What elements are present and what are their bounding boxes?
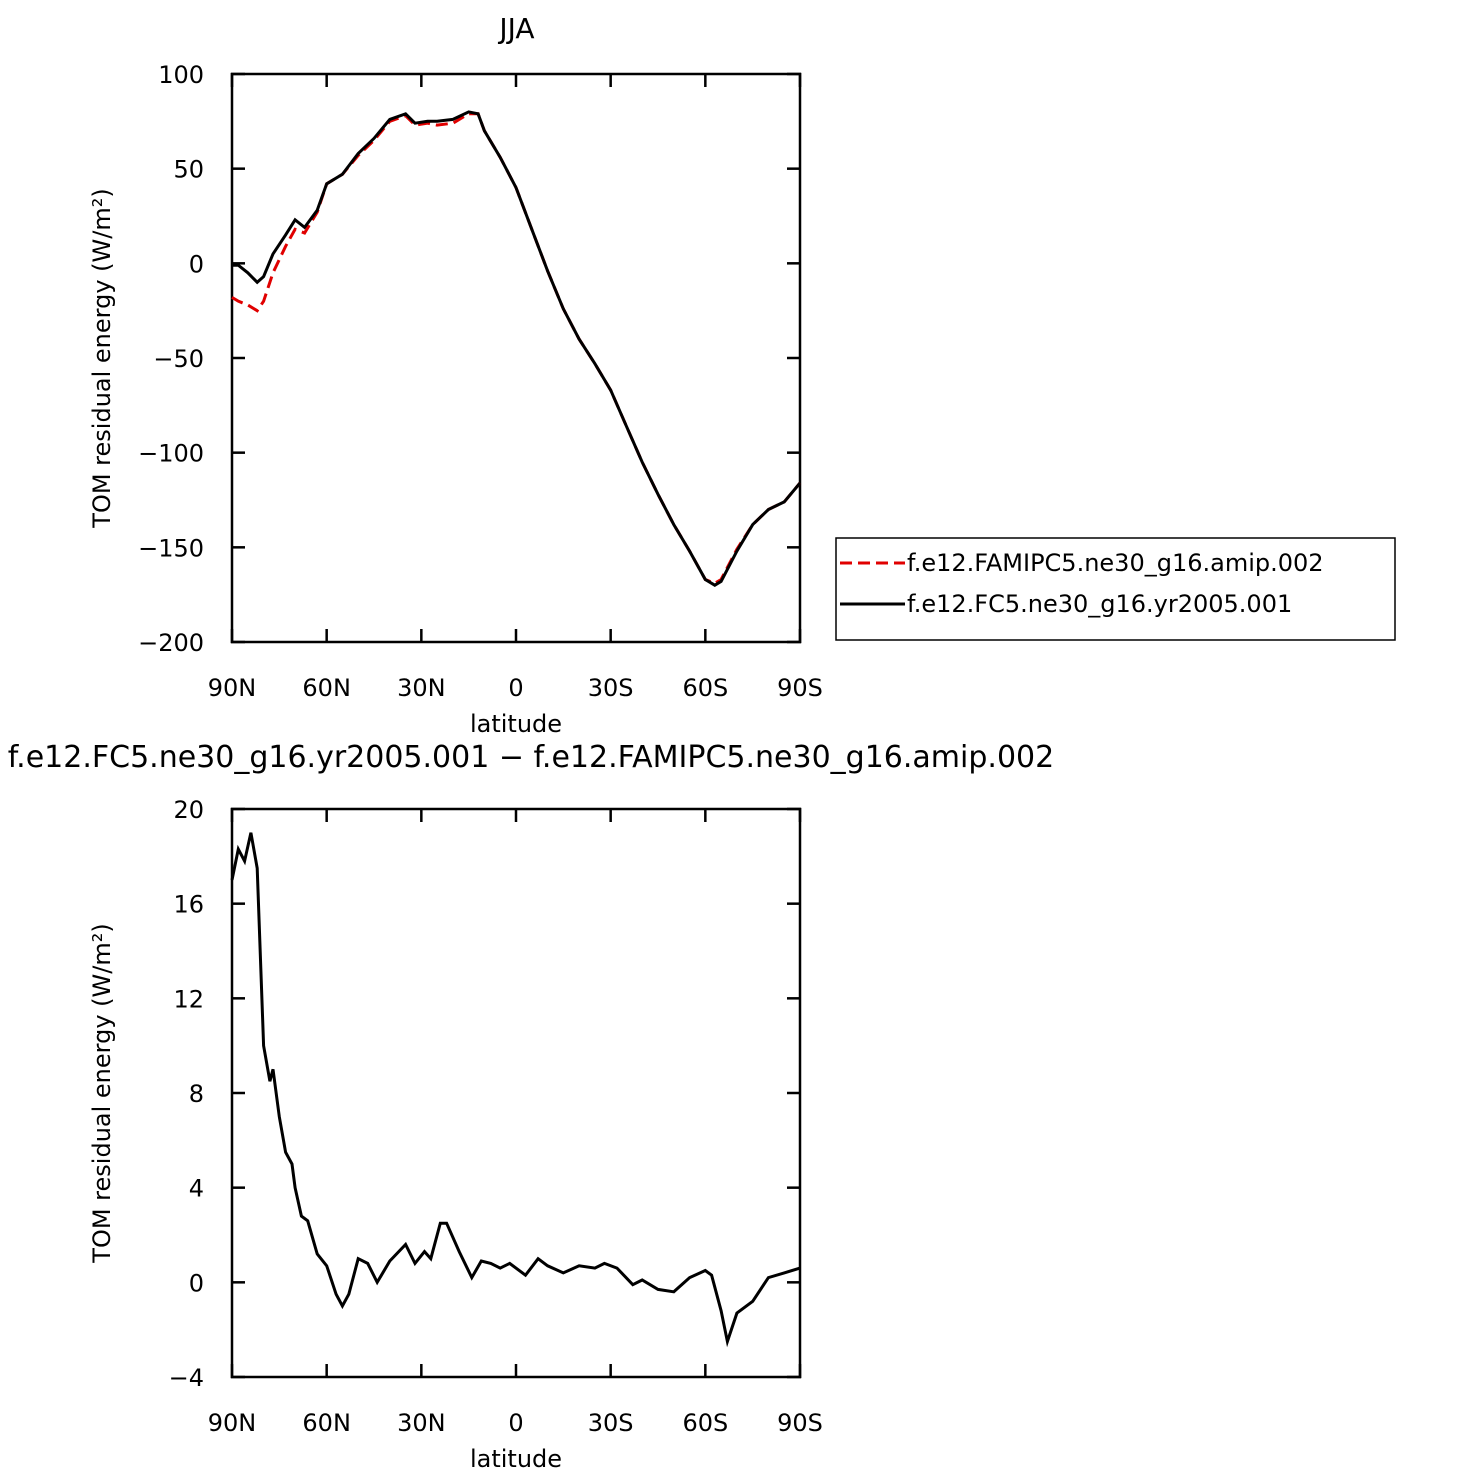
- x-tick-label: 30S: [588, 1409, 634, 1437]
- x-tick-label: 30N: [397, 674, 446, 702]
- x-tick-label: 60N: [302, 1409, 351, 1437]
- chart-title: f.e12.FC5.ne30_g16.yr2005.001 − f.e12.FA…: [8, 740, 1054, 775]
- x-axis-label: latitude: [470, 1445, 562, 1473]
- x-tick-label: 90S: [777, 674, 823, 702]
- y-tick-label: −50: [153, 345, 204, 373]
- y-tick-label: 16: [173, 891, 204, 919]
- chart-title: JJA: [497, 12, 534, 45]
- legend-label: f.e12.FAMIPC5.ne30_g16.amip.002: [907, 549, 1324, 577]
- y-axis-label: TOM residual energy (W/m²): [88, 923, 116, 1263]
- y-tick-label: 0: [189, 1269, 204, 1297]
- y-tick-label: 20: [173, 796, 204, 824]
- x-axis-label: latitude: [470, 710, 562, 738]
- legend-box: [835, 537, 1396, 641]
- x-tick-label: 60N: [302, 674, 351, 702]
- y-tick-label: 4: [189, 1175, 204, 1203]
- y-tick-label: −200: [138, 629, 204, 657]
- x-tick-label: 60S: [682, 674, 728, 702]
- data-line: [231, 112, 802, 585]
- y-tick-label: 12: [173, 985, 204, 1013]
- x-tick-label: 90N: [208, 1409, 257, 1437]
- y-tick-label: −4: [169, 1364, 204, 1392]
- x-tick-label: 30S: [588, 674, 634, 702]
- y-axis-label: TOM residual energy (W/m²): [88, 188, 116, 528]
- x-tick-label: 60S: [682, 1409, 728, 1437]
- y-tick-label: −100: [138, 440, 204, 468]
- y-tick-label: −150: [138, 534, 204, 562]
- data-line: [232, 110, 802, 587]
- y-tick-label: 100: [158, 61, 204, 89]
- y-tick-label: 8: [189, 1080, 204, 1108]
- x-tick-label: 0: [508, 674, 523, 702]
- y-tick-label: 0: [189, 250, 204, 278]
- plot-frame: [230, 72, 802, 644]
- x-tick-label: 90S: [777, 1409, 823, 1437]
- legend-label: f.e12.FC5.ne30_g16.yr2005.001: [907, 590, 1292, 618]
- x-tick-label: 30N: [397, 1409, 446, 1437]
- y-tick-label: 50: [173, 156, 204, 184]
- x-tick-label: 90N: [208, 674, 257, 702]
- data-line: [230, 832, 801, 1348]
- x-tick-label: 0: [508, 1409, 523, 1437]
